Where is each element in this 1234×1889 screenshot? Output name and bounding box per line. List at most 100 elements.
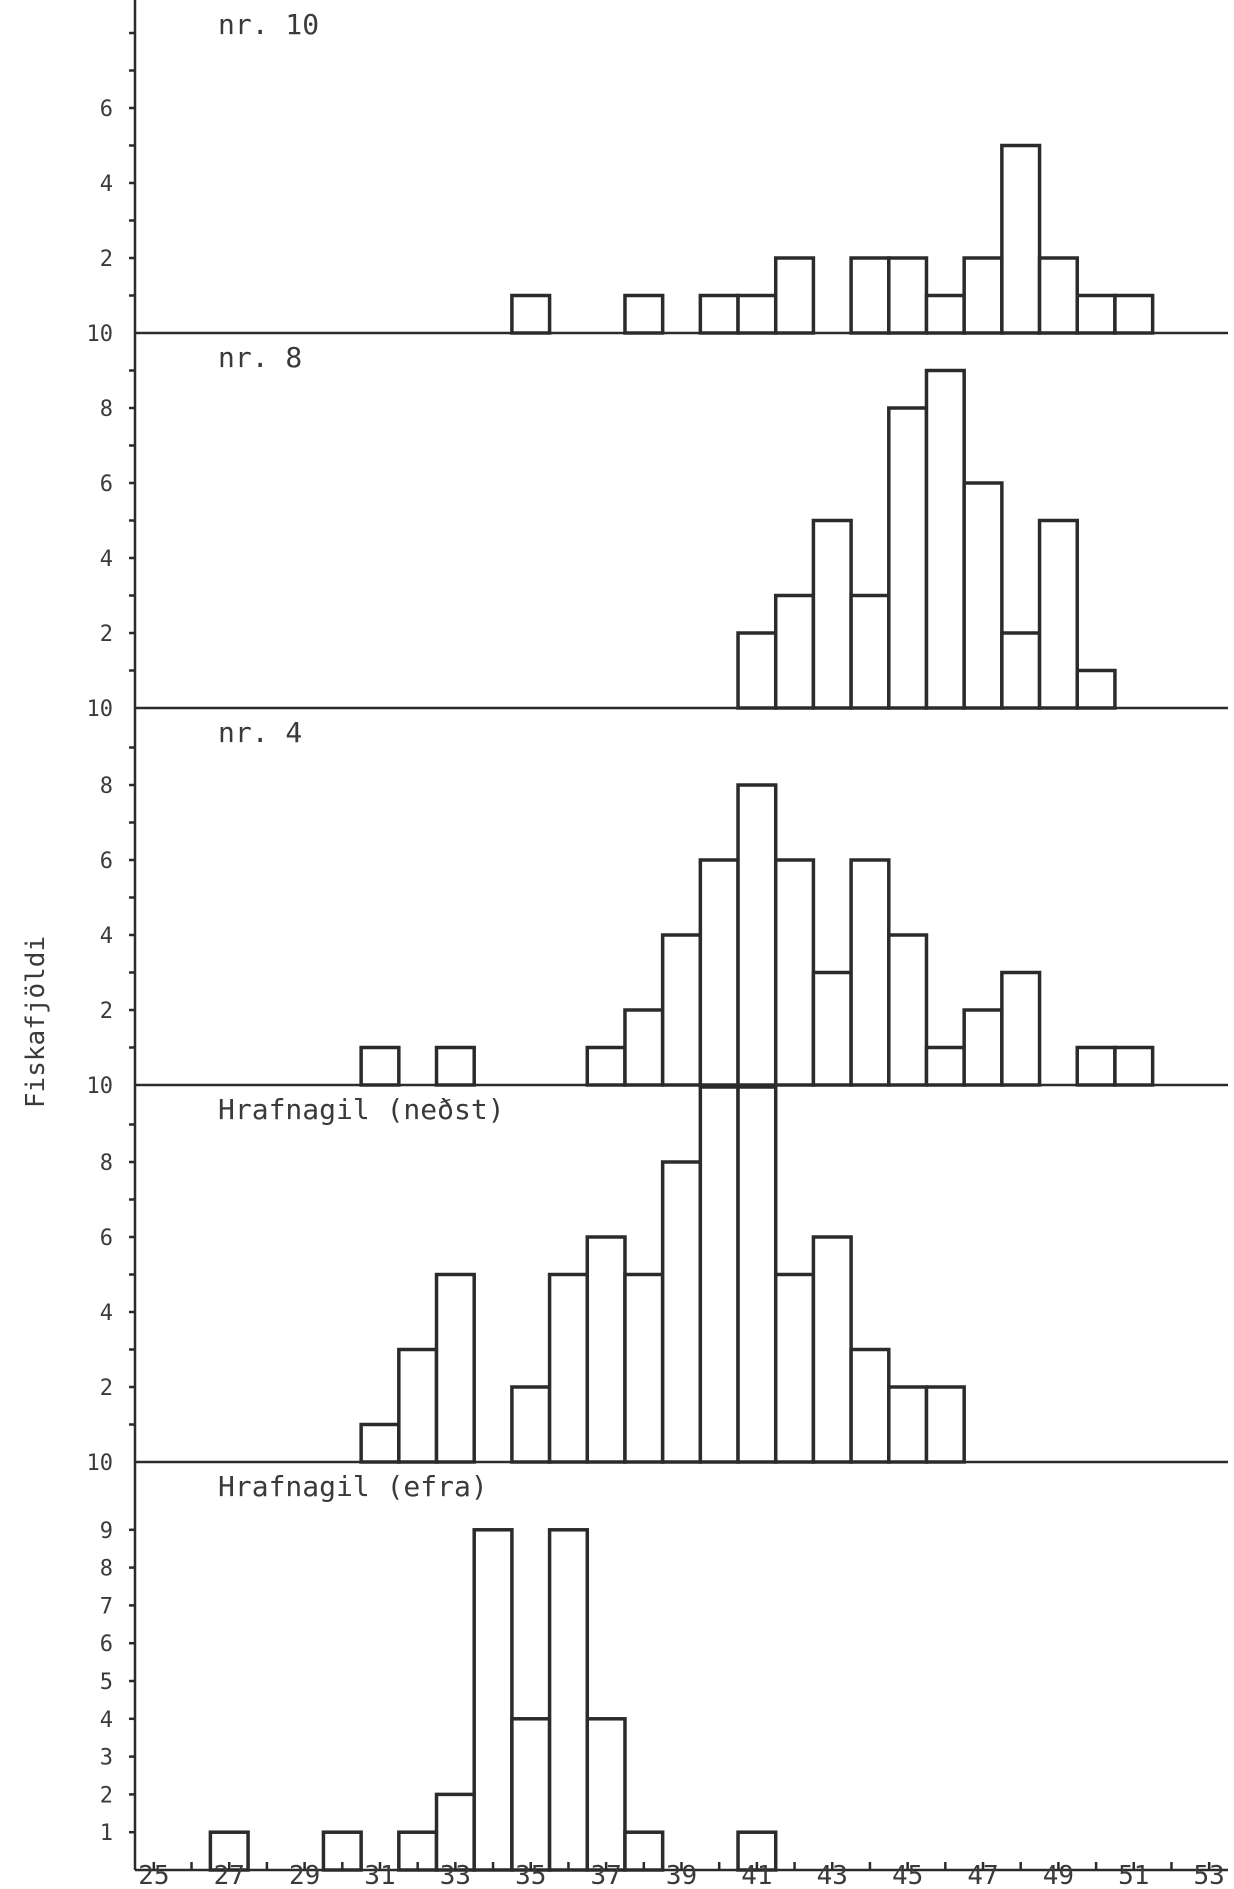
- y-tick-label: 5: [100, 1670, 113, 1695]
- histogram-bar: [623, 1008, 665, 1087]
- x-tick-label: 43: [817, 1861, 848, 1889]
- y-tick-label: 2: [100, 622, 113, 647]
- histogram-bar: [698, 858, 740, 1087]
- histogram-bar: [434, 1045, 476, 1087]
- y-axis-label: Fiskafjöldi: [21, 936, 51, 1108]
- x-tick-label: 37: [590, 1861, 621, 1889]
- y-tick-label: 6: [100, 849, 113, 874]
- y-tick-label: 8: [100, 1151, 113, 1176]
- panel-title: nr. 10: [218, 8, 319, 41]
- y-tick-label: 4: [100, 172, 113, 197]
- histogram-bar: [1075, 1045, 1117, 1087]
- x-tick-label: 33: [440, 1861, 471, 1889]
- y-tick-label: 8: [100, 774, 113, 799]
- y-tick-label: 6: [100, 472, 113, 497]
- histogram-bar: [510, 293, 552, 335]
- histogram-bar: [698, 1085, 740, 1464]
- y-tick-label: 4: [100, 547, 113, 572]
- histogram-bar: [1000, 631, 1042, 710]
- histogram-bar: [887, 1385, 929, 1464]
- y-tick-label: 2: [100, 247, 113, 272]
- histogram-bar: [736, 293, 778, 335]
- histogram-bar: [773, 1272, 816, 1464]
- histogram-bar: [434, 1792, 476, 1872]
- x-tick-label: 47: [967, 1861, 998, 1889]
- histogram-bar: [1037, 518, 1079, 710]
- histogram-bar: [1075, 293, 1117, 335]
- histogram-bar: [510, 1717, 552, 1872]
- x-tick-label: 51: [1118, 1861, 1149, 1889]
- histogram-bar: [924, 1045, 966, 1087]
- histogram-bar: [1075, 668, 1117, 710]
- histogram-bar: [849, 256, 891, 335]
- histogram-bar: [510, 1385, 552, 1464]
- x-tick-label: 27: [214, 1861, 245, 1889]
- y-tick-label: 6: [100, 97, 113, 122]
- histogram-bar: [736, 1085, 778, 1464]
- histogram-bar: [585, 1235, 627, 1464]
- x-tick-label: 49: [1043, 1861, 1074, 1889]
- x-tick-label: 45: [892, 1861, 923, 1889]
- histogram-bar: [547, 1272, 590, 1464]
- histogram-bar: [1113, 1045, 1155, 1087]
- histogram-bar: [359, 1422, 401, 1464]
- histogram-bar: [924, 368, 966, 710]
- histogram-bar: [660, 933, 703, 1087]
- y-tick-label: 1: [100, 1821, 113, 1846]
- y-tick-label: 10: [87, 697, 114, 722]
- x-tick-label: 53: [1193, 1861, 1224, 1889]
- y-tick-label: 3: [100, 1746, 113, 1771]
- x-tick-label: 25: [138, 1861, 169, 1889]
- y-tick-label: 2: [100, 999, 113, 1024]
- panel-title: nr. 8: [218, 341, 302, 374]
- histogram-bar: [924, 293, 966, 335]
- histogram-bar: [887, 256, 929, 335]
- panel-title: nr. 4: [218, 716, 302, 749]
- histogram-bar: [811, 518, 853, 710]
- y-tick-label: 7: [100, 1594, 113, 1619]
- histogram-bar: [547, 1528, 590, 1872]
- x-tick-label: 29: [289, 1861, 320, 1889]
- histogram-bar: [849, 1347, 891, 1464]
- y-tick-label: 2: [100, 1376, 113, 1401]
- histogram-bar: [397, 1347, 439, 1464]
- y-tick-label: 10: [87, 1074, 114, 1099]
- histogram-bar: [434, 1272, 476, 1464]
- x-tick-label: 31: [364, 1861, 395, 1889]
- histogram-bar: [773, 858, 816, 1087]
- x-tick-label: 39: [666, 1861, 697, 1889]
- histogram-bar: [811, 1235, 853, 1464]
- histogram-bar: [1000, 970, 1042, 1087]
- histogram-bar: [962, 1008, 1004, 1087]
- y-tick-label: 8: [100, 1557, 113, 1582]
- histogram-bar: [811, 970, 853, 1087]
- histogram-bar: [623, 1272, 665, 1464]
- histogram-bar: [472, 1528, 514, 1872]
- histogram-bar: [1113, 293, 1155, 335]
- histogram-bar: [849, 858, 891, 1087]
- histogram-bar: [849, 593, 891, 710]
- x-tick-label: 41: [741, 1861, 772, 1889]
- y-tick-label: 2: [100, 1783, 113, 1808]
- y-tick-label: 9: [100, 1519, 113, 1544]
- histogram-bar: [887, 933, 929, 1087]
- x-tick-label: 35: [515, 1861, 546, 1889]
- histogram-bar: [773, 593, 816, 710]
- histogram-bar: [1037, 256, 1079, 335]
- y-tick-label: 4: [100, 1708, 113, 1733]
- histogram-bar: [887, 406, 929, 710]
- histogram-bar: [773, 256, 816, 335]
- y-tick-label: 4: [100, 1301, 113, 1326]
- histogram-bar: [736, 631, 778, 710]
- histogram-bar: [359, 1045, 401, 1087]
- panel-title: Hrafnagil (neðst): [218, 1093, 505, 1126]
- histogram-bar: [962, 256, 1004, 335]
- histogram-bar: [924, 1385, 966, 1464]
- histogram-bar: [698, 293, 740, 335]
- panel-title: Hrafnagil (efra): [218, 1470, 488, 1503]
- histogram-bar: [585, 1717, 627, 1872]
- histogram-bar: [585, 1045, 627, 1087]
- y-tick-label: 4: [100, 924, 113, 949]
- y-tick-label: 6: [100, 1226, 113, 1251]
